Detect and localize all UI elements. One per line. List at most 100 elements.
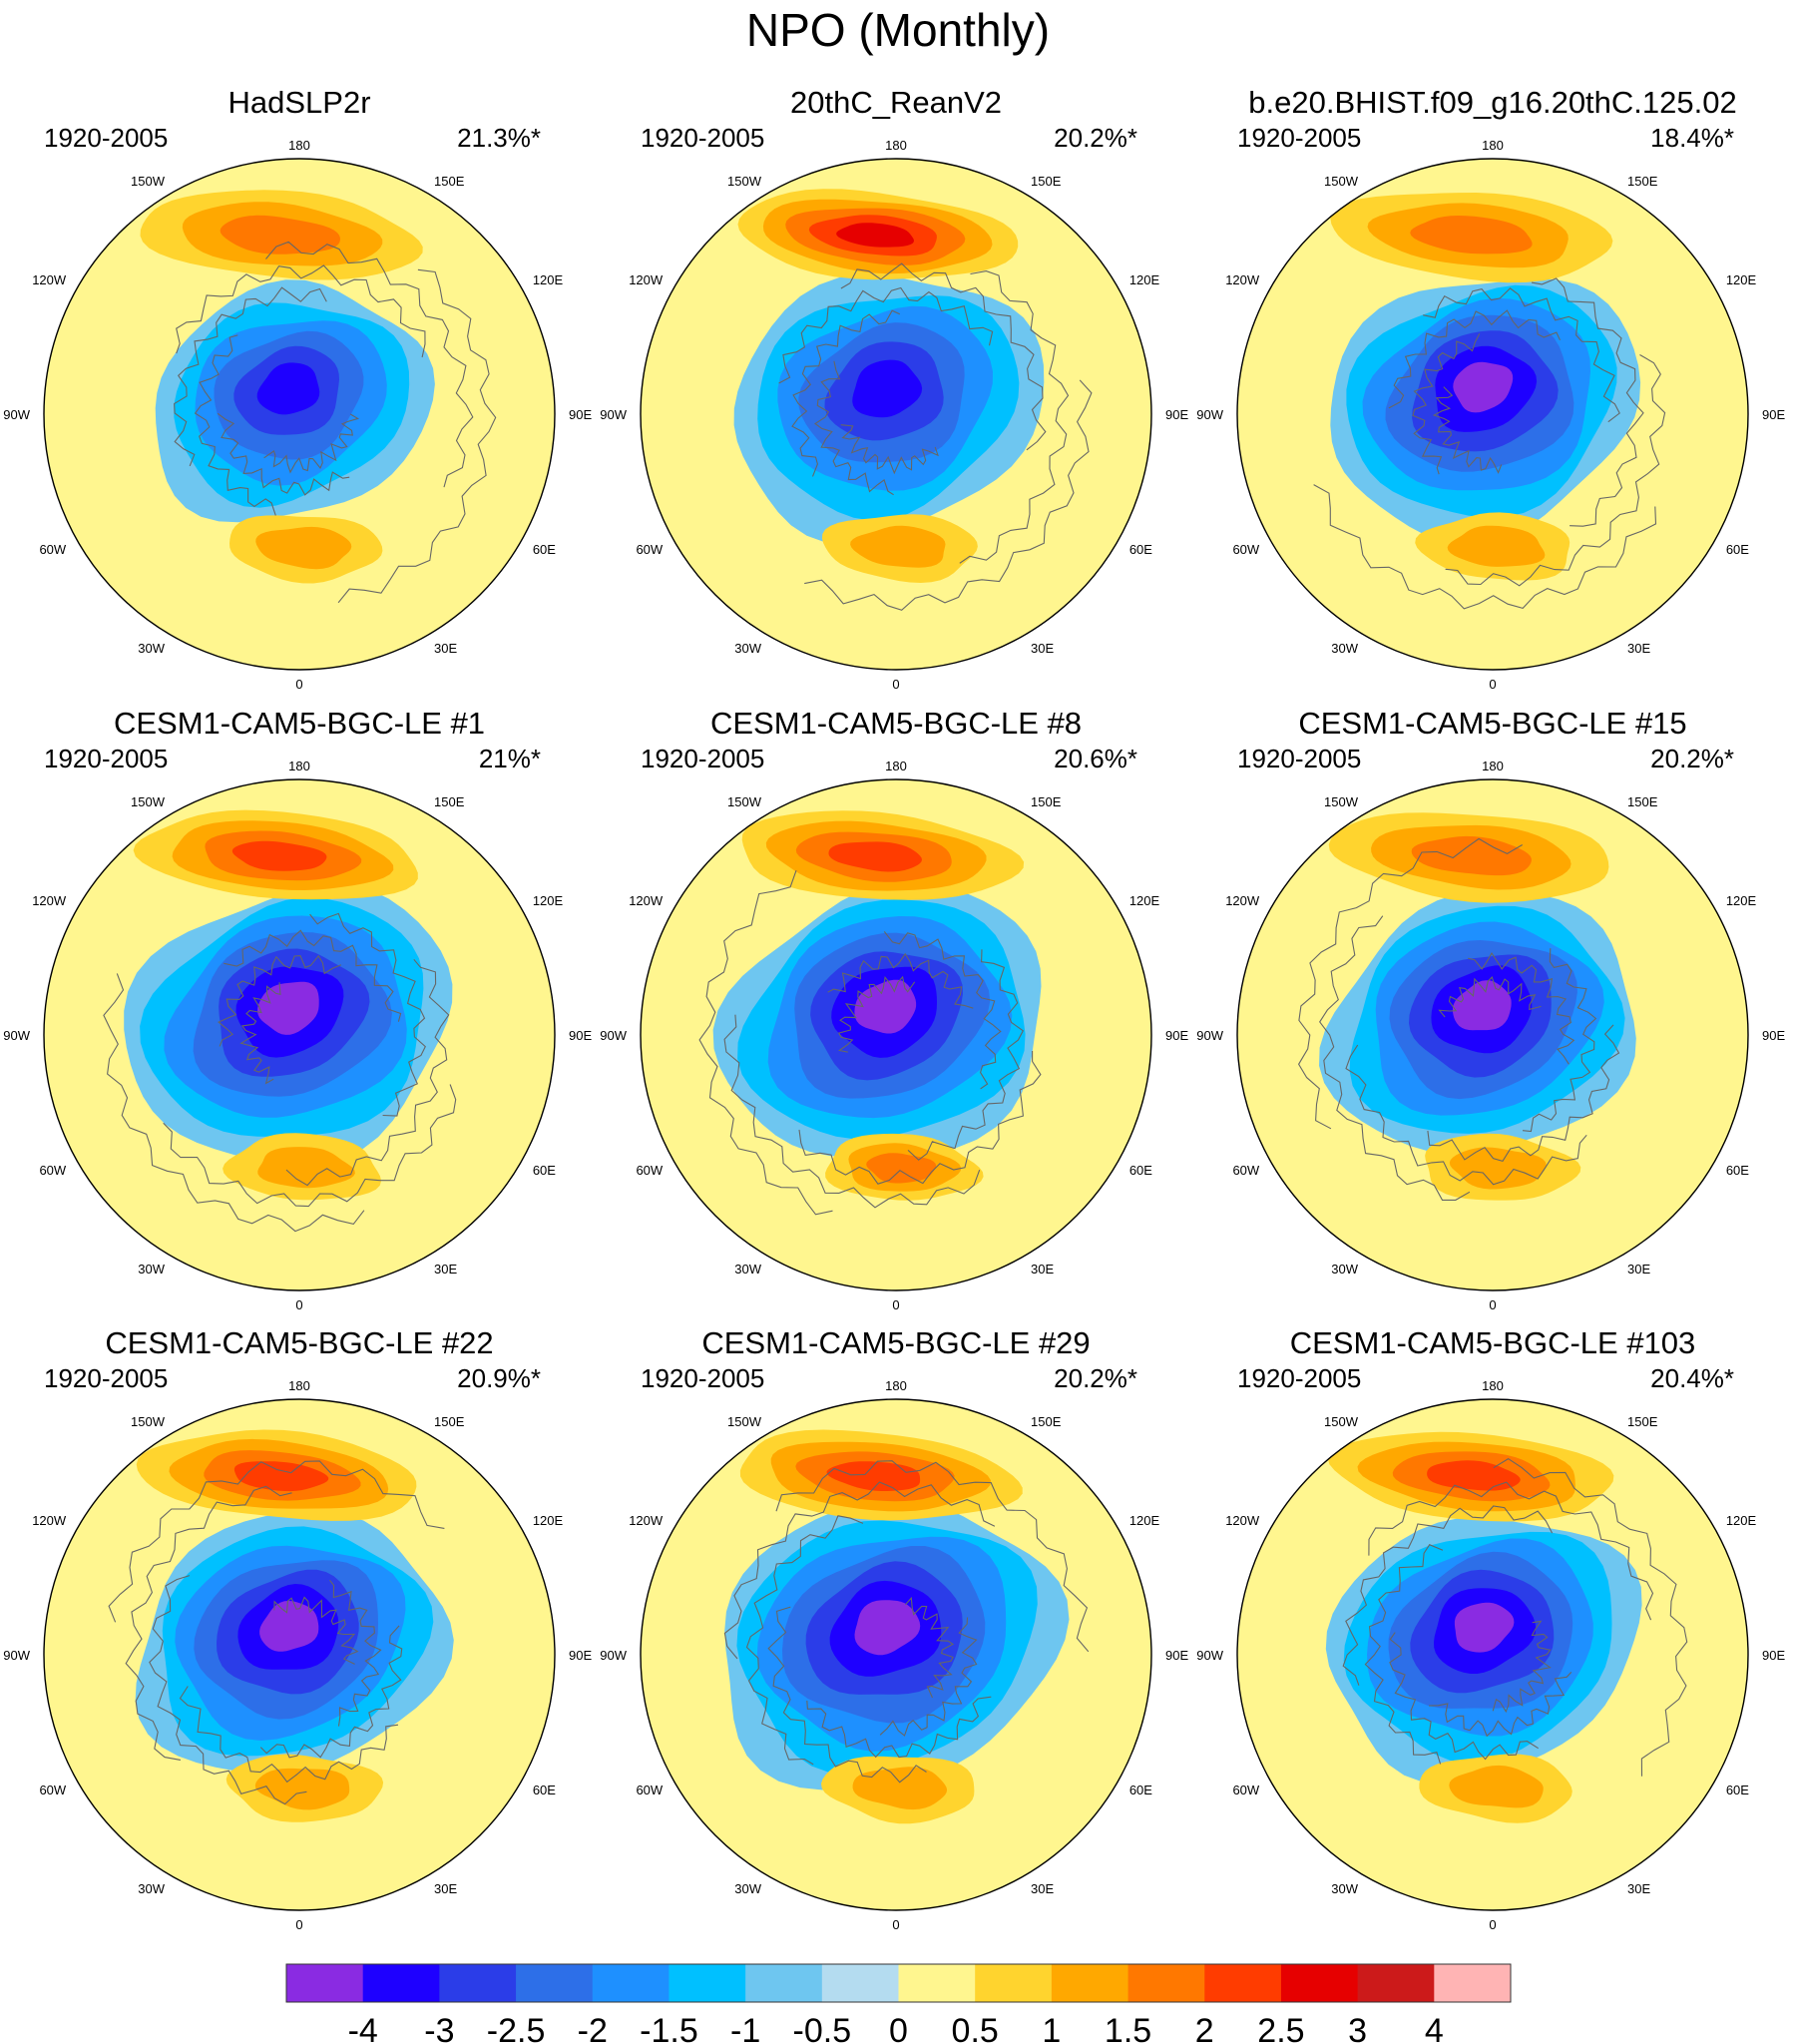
coastline <box>1389 1632 1539 1761</box>
panel-period: 1920-2005 <box>44 744 168 773</box>
coastline <box>840 262 1047 451</box>
longitude-label: 120E <box>1726 1513 1757 1528</box>
coastline <box>1364 1544 1444 1765</box>
longitude-label: 90E <box>569 407 592 422</box>
longitude-label: 30E <box>434 1262 457 1277</box>
coastline <box>265 241 474 488</box>
longitude-label: 150W <box>1324 794 1359 809</box>
longitude-label: 60E <box>533 1783 556 1797</box>
colorbar-swatch <box>516 1964 594 2002</box>
map-border <box>640 158 1152 671</box>
map-panel: 20thC_ReanV2 1920-2005 20.2%* 180 150E 120E 90… <box>600 85 1188 692</box>
longitude-label: 30E <box>1627 641 1650 656</box>
longitude-label: 60E <box>1726 1163 1749 1178</box>
longitude-label: 120E <box>1129 272 1160 287</box>
high-pressure-contour <box>1410 216 1533 255</box>
coastline <box>1342 1505 1554 1686</box>
coastline <box>1427 1024 1620 1163</box>
coastline <box>163 1084 457 1208</box>
map-border <box>640 1398 1152 1911</box>
panel-variance: 20.9%* <box>457 1363 541 1393</box>
longitude-label: 0 <box>1489 677 1496 692</box>
coastline <box>1313 484 1657 610</box>
longitude-label: 180 <box>1482 138 1504 153</box>
coastline <box>959 270 1070 564</box>
longitude-label: 120E <box>1129 1513 1160 1528</box>
longitude-label: 60E <box>533 542 556 557</box>
longitude-label: 30E <box>434 641 457 656</box>
longitude-label: 60W <box>1232 1163 1259 1178</box>
longitude-label: 90E <box>1762 1028 1785 1043</box>
panel-title: CESM1-CAM5-BGC-LE #29 <box>701 1325 1090 1360</box>
colorbar-frame <box>285 1963 1512 2003</box>
longitude-label: 0 <box>892 677 899 692</box>
longitude-label: 180 <box>885 138 907 153</box>
panel-variance: 20.2%* <box>1054 1363 1137 1393</box>
low-pressure-contour <box>259 1601 319 1652</box>
coastline <box>108 1460 445 1623</box>
longitude-label: 90E <box>1165 1028 1188 1043</box>
longitude-label: 90E <box>1762 407 1785 422</box>
colorbar-swatch <box>1127 1964 1205 2002</box>
coastline <box>285 958 450 1187</box>
coastline <box>1468 952 1575 1065</box>
high-pressure-contour <box>836 223 914 248</box>
longitude-label: 150E <box>1627 794 1658 809</box>
low-pressure-contour <box>256 362 320 415</box>
coastline <box>778 286 994 384</box>
coastline <box>1368 1481 1654 1621</box>
coastline <box>1438 976 1542 1018</box>
coastline <box>224 929 402 1022</box>
colorbar-swatch <box>821 1964 899 2002</box>
longitude-label: 0 <box>295 1297 302 1312</box>
coastline <box>1345 1044 1587 1186</box>
coastline <box>239 982 281 1085</box>
longitude-label: 60W <box>1232 542 1259 557</box>
coastline <box>1492 1620 1552 1714</box>
map-panel: CESM1-CAM5-BGC-LE #8 1920-2005 20.6%* 180 15… <box>600 706 1188 1312</box>
longitude-label: 60W <box>636 542 663 557</box>
coastline <box>103 973 365 1233</box>
longitude-label: 60E <box>1129 1163 1152 1178</box>
longitude-label: 60W <box>636 1163 663 1178</box>
low-pressure-contour <box>854 1600 921 1656</box>
longitude-label: 180 <box>1482 759 1504 773</box>
map-border <box>1236 158 1749 671</box>
longitude-label: 0 <box>1489 1297 1496 1312</box>
longitude-label: 90E <box>569 1648 592 1663</box>
colorbar-tick-label: 2.5 <box>1257 2012 1304 2044</box>
longitude-label: 120W <box>629 893 664 908</box>
longitude-label: 150E <box>1627 1414 1658 1429</box>
map-border <box>640 778 1152 1291</box>
longitude-label: 30W <box>1331 1881 1358 1896</box>
panel-period: 1920-2005 <box>641 744 764 773</box>
low-pressure-contour <box>852 359 923 418</box>
longitude-label: 180 <box>288 1378 310 1393</box>
longitude-label: 60W <box>636 1783 663 1797</box>
map-border <box>1236 778 1749 1291</box>
coastline <box>149 1575 307 1805</box>
coastline <box>1445 354 1666 587</box>
map-border <box>43 1398 556 1911</box>
longitude-label: 30E <box>1627 1262 1650 1277</box>
colorbar-swatch <box>669 1964 746 2002</box>
longitude-label: 60E <box>533 1163 556 1178</box>
panel-title: CESM1-CAM5-BGC-LE #8 <box>710 706 1082 741</box>
panel-variance: 21.3%* <box>457 123 541 153</box>
coastline <box>174 286 327 467</box>
longitude-label: 90E <box>1165 407 1188 422</box>
longitude-label: 120W <box>629 1513 664 1528</box>
coastline <box>806 1696 992 1759</box>
coastline <box>840 424 939 475</box>
low-pressure-contour <box>1454 1602 1515 1653</box>
coastline <box>194 334 276 516</box>
colorbar-swatch <box>1357 1964 1435 2002</box>
longitude-label: 120W <box>1225 272 1260 287</box>
panel-period: 1920-2005 <box>641 123 764 153</box>
low-pressure-contour <box>1453 361 1514 413</box>
colorbar-tick-label: 0 <box>889 2012 908 2044</box>
map-border <box>43 158 556 671</box>
panel-title: CESM1-CAM5-BGC-LE #103 <box>1290 1325 1696 1360</box>
